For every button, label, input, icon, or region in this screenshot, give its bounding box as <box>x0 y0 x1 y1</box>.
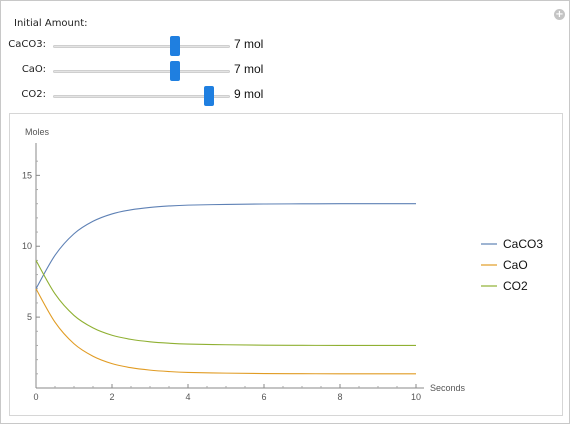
plot-panel <box>9 113 563 416</box>
series-line-caco3 <box>35 203 416 290</box>
x-tick-label: 4 <box>185 392 190 402</box>
control-row-co2: CO2: 9 mol <box>1 86 301 106</box>
slider-track-caco3[interactable] <box>53 45 230 48</box>
plus-icon[interactable]: + <box>554 9 565 20</box>
legend-label-cao: CaO <box>503 258 528 272</box>
control-label-caco3: CaCO3: <box>8 39 46 50</box>
x-tick-label: 10 <box>411 392 421 402</box>
y-axis-label: Moles <box>25 127 50 137</box>
controls-title: Initial Amount: <box>14 18 88 29</box>
x-tick-label: 6 <box>261 392 266 402</box>
control-label-cao: CaO: <box>21 64 46 75</box>
series-line-cao <box>35 288 416 375</box>
slider-thumb-cao[interactable] <box>170 61 180 81</box>
y-tick-label: 15 <box>22 170 32 180</box>
control-row-caco3: CaCO3: 7 mol <box>1 36 301 56</box>
slider-thumb-caco3[interactable] <box>170 36 180 56</box>
control-row-cao: CaO: 7 mol <box>1 61 301 81</box>
control-value-cao: 7 mol <box>234 62 264 76</box>
y-tick-label: 5 <box>27 312 32 322</box>
slider-track-co2[interactable] <box>53 95 230 98</box>
x-tick-label: 0 <box>33 392 38 402</box>
x-tick-label: 2 <box>109 392 114 402</box>
control-value-co2: 9 mol <box>234 87 264 101</box>
legend-label-co2: CO2 <box>503 279 528 293</box>
slider-thumb-co2[interactable] <box>204 86 214 106</box>
series-line-co2 <box>35 260 416 347</box>
control-label-co2: CO2: <box>21 89 46 100</box>
slider-track-cao[interactable] <box>53 70 230 73</box>
x-axis-label: Seconds <box>430 383 466 393</box>
control-value-caco3: 7 mol <box>234 37 264 51</box>
legend-label-caco3: CaCO3 <box>503 237 543 251</box>
x-tick-label: 8 <box>337 392 342 402</box>
y-tick-label: 10 <box>22 241 32 251</box>
